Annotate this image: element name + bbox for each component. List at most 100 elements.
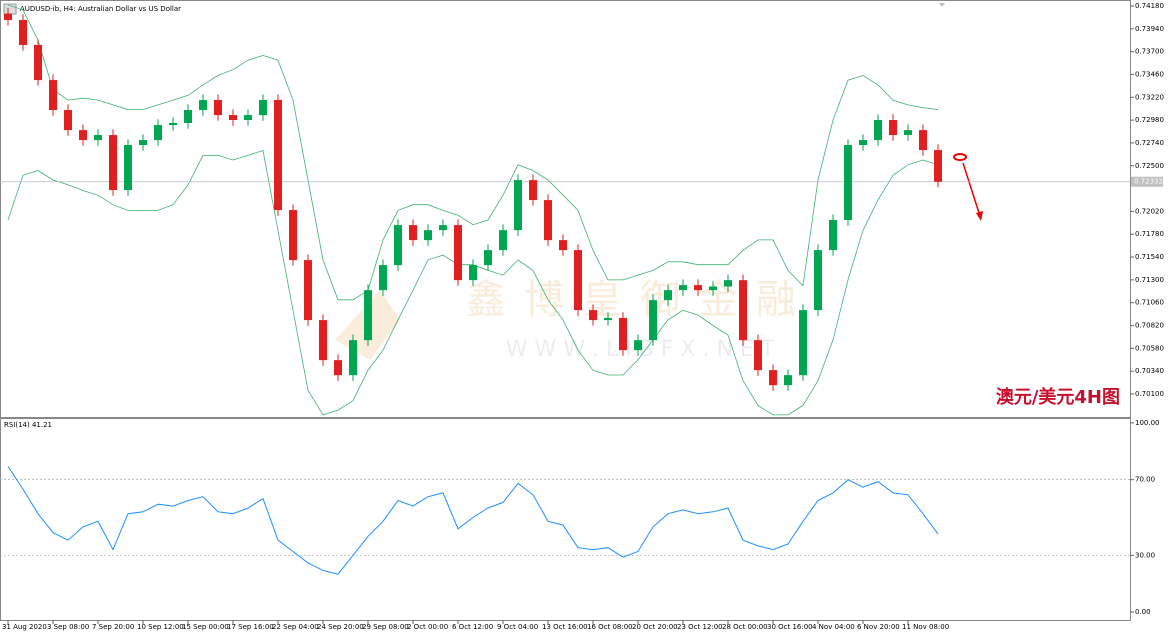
y-tick-label: 0.73220 — [1135, 93, 1164, 101]
x-tick-label: 15 Sep 00:00 — [182, 623, 229, 631]
y-tick-label: 0.74180 — [1135, 2, 1164, 10]
y-tick-label: 0.71060 — [1135, 299, 1164, 307]
y-tick-label: 100.00 — [1135, 419, 1160, 427]
y-tick-label: 30.00 — [1135, 551, 1155, 559]
x-tick-label: 30 Oct 16:00 — [767, 623, 813, 631]
candle-body — [4, 13, 12, 20]
bollinger-band — [7, 4, 939, 301]
y-tick-label: 0.72500 — [1135, 162, 1164, 170]
x-tick-label: 31 Aug 2020 — [2, 623, 47, 631]
drawn-ellipse — [953, 153, 967, 161]
watermark-text: 鑫博皇御金融 — [466, 277, 814, 323]
candle-body — [709, 286, 717, 291]
candle-body — [109, 135, 117, 191]
y-tick-label: 0.70580 — [1135, 344, 1164, 352]
candle-body — [394, 225, 402, 266]
candle-body — [349, 340, 357, 376]
rsi-title: RSI(14) 41.21 — [4, 421, 52, 429]
candle-body — [364, 290, 372, 341]
candle-body — [334, 360, 342, 376]
y-tick-label: 70.00 — [1135, 476, 1155, 484]
x-tick-label: 10 Sep 12:00 — [137, 623, 184, 631]
y-tick-label: 0.71780 — [1135, 230, 1164, 238]
y-tick-label: 0.73940 — [1135, 25, 1164, 33]
candle-body — [679, 285, 687, 291]
x-tick-label: 17 Sep 16:00 — [227, 623, 274, 631]
x-tick-label: 23 Oct 12:00 — [677, 623, 723, 631]
candle-body — [379, 265, 387, 291]
drawn-arrow — [962, 162, 981, 217]
y-tick-label: 0.70820 — [1135, 322, 1164, 330]
candle-body — [739, 280, 747, 341]
candle-body — [904, 130, 912, 136]
candle-body — [469, 265, 477, 281]
candle-body — [454, 225, 462, 281]
candle-body — [424, 230, 432, 241]
candle-body — [784, 375, 792, 386]
candle-body — [769, 370, 777, 386]
candle-body — [64, 110, 72, 131]
price-panel — [0, 0, 1131, 418]
candle-body — [244, 115, 252, 121]
candle-body — [199, 100, 207, 111]
candle-body — [589, 310, 597, 321]
y-tick-label: 0.72020 — [1135, 207, 1164, 215]
candle-body — [19, 19, 27, 45]
candle-body — [319, 320, 327, 361]
y-tick-label: 0.00 — [1135, 608, 1151, 616]
x-tick-label: 6 Oct 12:00 — [452, 623, 493, 631]
x-tick-label: 16 Oct 08:00 — [587, 623, 633, 631]
candle-body — [544, 200, 552, 241]
candle-body — [724, 280, 732, 287]
candle-body — [154, 125, 162, 141]
candle-body — [214, 100, 222, 116]
drawn-arrowhead — [976, 211, 983, 221]
candle-body — [844, 145, 852, 221]
candle-body — [514, 180, 522, 231]
x-tick-label: 4 Nov 04:00 — [812, 623, 855, 631]
candle-body — [139, 140, 147, 146]
candle-body — [829, 220, 837, 251]
x-tick-label: 22 Sep 04:00 — [272, 623, 319, 631]
candle-body — [439, 225, 447, 231]
candle-body — [49, 80, 57, 111]
x-tick-label: 11 Nov 08:00 — [902, 623, 949, 631]
candle-body — [484, 250, 492, 266]
x-tick-label: 29 Sep 08:00 — [362, 623, 409, 631]
candle-body — [814, 250, 822, 311]
x-tick-label: 9 Oct 04:00 — [497, 623, 538, 631]
x-tick-label: 24 Sep 20:00 — [317, 623, 364, 631]
candle-body — [634, 340, 642, 351]
candle-body — [889, 120, 897, 136]
x-tick-label: 20 Oct 20:00 — [632, 623, 678, 631]
candle-body — [919, 130, 927, 151]
candle-body — [799, 310, 807, 376]
candle-body — [169, 122, 177, 126]
candle-body — [184, 110, 192, 123]
candle-body — [574, 250, 582, 311]
candle-body — [34, 44, 42, 81]
annotation: 澳元/美元4H图 — [996, 386, 1120, 408]
candle-body — [124, 145, 132, 191]
candle-body — [859, 140, 867, 146]
candle-body — [259, 100, 267, 116]
x-tick-label: 13 Oct 16:00 — [542, 623, 588, 631]
candle-body — [529, 180, 537, 201]
candle-body — [619, 317, 627, 351]
candle-body — [604, 317, 612, 321]
y-tick-label: 0.73700 — [1135, 48, 1164, 56]
x-tick-label: 28 Oct 00:00 — [722, 623, 768, 631]
candle-body — [559, 240, 567, 251]
candle-body — [499, 230, 507, 251]
y-tick-label: 0.70100 — [1135, 390, 1164, 398]
y-tick-label: 0.72740 — [1135, 139, 1164, 147]
x-tick-label: 7 Sep 20:00 — [92, 623, 134, 631]
chart-title: AUDUSD-ib, H4: Australian Dollar vs US D… — [20, 5, 181, 13]
candle-body — [274, 100, 282, 211]
candle-body — [694, 285, 702, 291]
rsi-line — [7, 466, 939, 575]
x-tick-label: 2 Oct 00:00 — [407, 623, 448, 631]
current-price-label: 0.72332 — [1134, 178, 1163, 186]
candle-body — [409, 225, 417, 241]
candle-body — [289, 210, 297, 261]
